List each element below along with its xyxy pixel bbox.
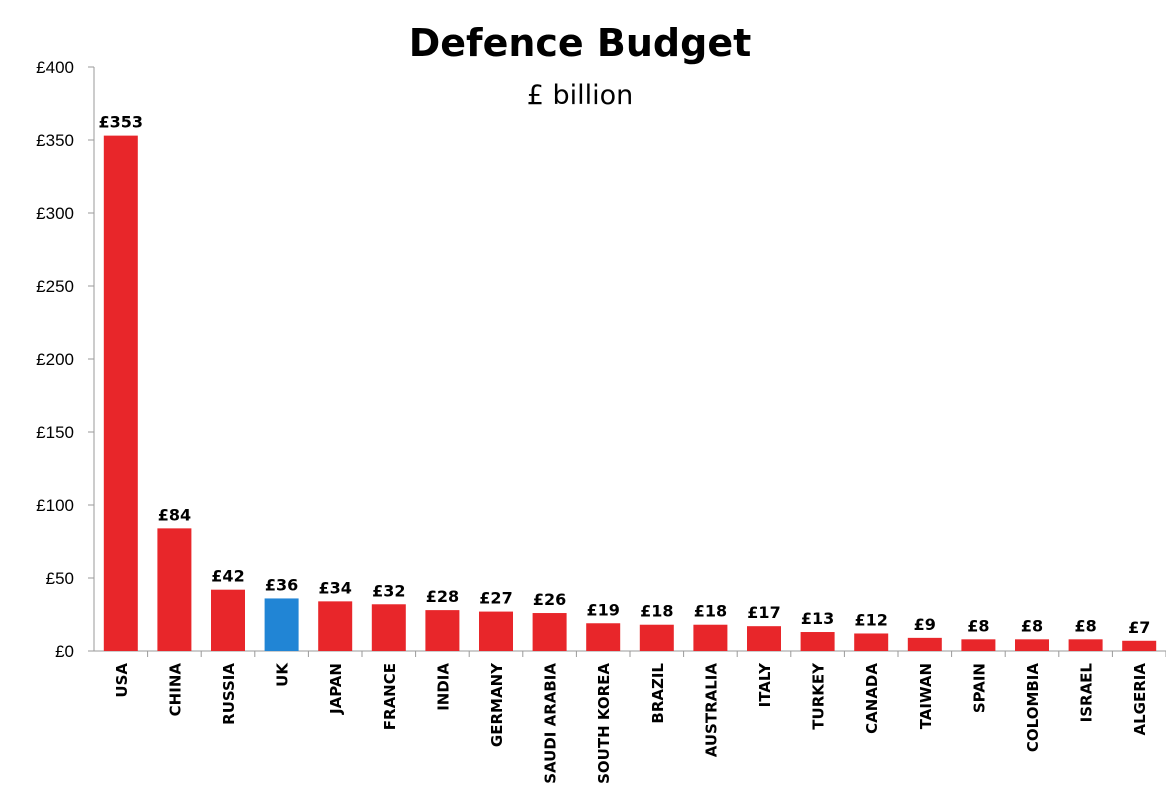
data-label: £42 [211,567,244,586]
bar-israel [1068,639,1103,651]
y-tick-label: £350 [36,131,74,150]
x-tick-label: ITALY [756,662,774,707]
bar-series [103,135,1157,651]
y-tick-label: £400 [36,58,74,77]
bar-spain [961,639,996,651]
chart-title: Defence Budget [409,21,752,65]
bar-turkey [800,632,835,651]
y-axis: £0 £50 £100 £150 £200 £250 £300 £350 £400 [36,58,95,661]
x-tick-label: CANADA [863,663,881,734]
x-tick-label: CHINA [166,663,184,717]
x-tick-label: TAIWAN [917,663,935,729]
y-tick-label: £100 [36,496,74,515]
bar-australia [693,624,728,651]
x-tick-label: GERMANY [488,662,506,747]
x-axis [94,650,1166,657]
data-labels: £353 £84 £42 £36 £34 £32 £28 £27 £26 £19 £18 £18 £17… [99,113,1151,637]
x-tick-label: ISRAEL [1078,663,1096,723]
y-tick-label: £150 [36,423,74,442]
bar-russia [211,589,245,651]
bar-japan [318,601,353,651]
x-tick-labels: USA CHINA RUSSIA UK JAPAN FRANCE INDIA GERMANY S… [113,662,1149,784]
y-tick-label: £200 [36,350,74,369]
x-tick-label: RUSSIA [220,663,238,725]
y-tick-label: £0 [55,642,74,661]
data-label: £18 [640,602,673,621]
data-label: £17 [747,603,780,622]
y-tick-label: £300 [36,204,74,223]
x-tick-label: FRANCE [381,663,399,730]
bar-india [425,610,460,651]
x-tick-label: AUSTRALIA [702,663,720,758]
data-label: £9 [914,615,936,634]
x-tick-label: SAUDI ARABIA [542,663,560,784]
bar-south-korea [586,623,621,651]
data-label: £19 [586,600,619,619]
data-label: £18 [694,602,727,621]
x-tick-label: BRAZIL [649,663,667,724]
bar-usa [103,135,138,651]
bar-colombia [1015,639,1049,651]
data-label: £8 [967,616,989,635]
bar-taiwan [907,637,942,651]
data-label: £36 [265,575,298,594]
x-tick-label: ALGERIA [1131,663,1149,736]
x-tick-label: JAPAN [327,663,345,715]
bar-saudi-arabia [532,613,567,651]
x-tick-label: SOUTH KOREA [595,663,613,784]
y-tick-label: £250 [36,277,74,296]
bar-china [157,528,192,651]
bar-italy [747,626,781,651]
data-label: £84 [158,505,191,524]
x-tick-label: COLOMBIA [1024,663,1042,752]
y-tick-label: £50 [46,569,74,588]
bar-france [371,604,406,651]
data-label: £8 [1021,616,1043,635]
data-label: £27 [479,589,512,608]
bar-algeria [1122,640,1157,651]
data-label: £26 [533,590,566,609]
data-label: £34 [318,578,351,597]
x-tick-label: UK [274,662,292,687]
bar-canada [854,633,889,651]
bar-brazil [639,624,674,651]
x-tick-label: SPAIN [970,663,988,713]
data-label: £12 [854,610,887,629]
data-label: £7 [1128,618,1150,637]
chart-subtitle: £ billion [527,80,634,111]
data-label: £353 [99,113,144,132]
data-label: £28 [426,587,459,606]
x-tick-label: INDIA [434,663,452,711]
data-label: £32 [372,581,405,600]
x-tick-label: USA [113,663,131,698]
bar-germany [479,611,513,651]
bar-uk [264,598,299,651]
x-tick-label: TURKEY [810,662,828,730]
data-label: £8 [1074,616,1096,635]
data-label: £13 [801,609,834,628]
